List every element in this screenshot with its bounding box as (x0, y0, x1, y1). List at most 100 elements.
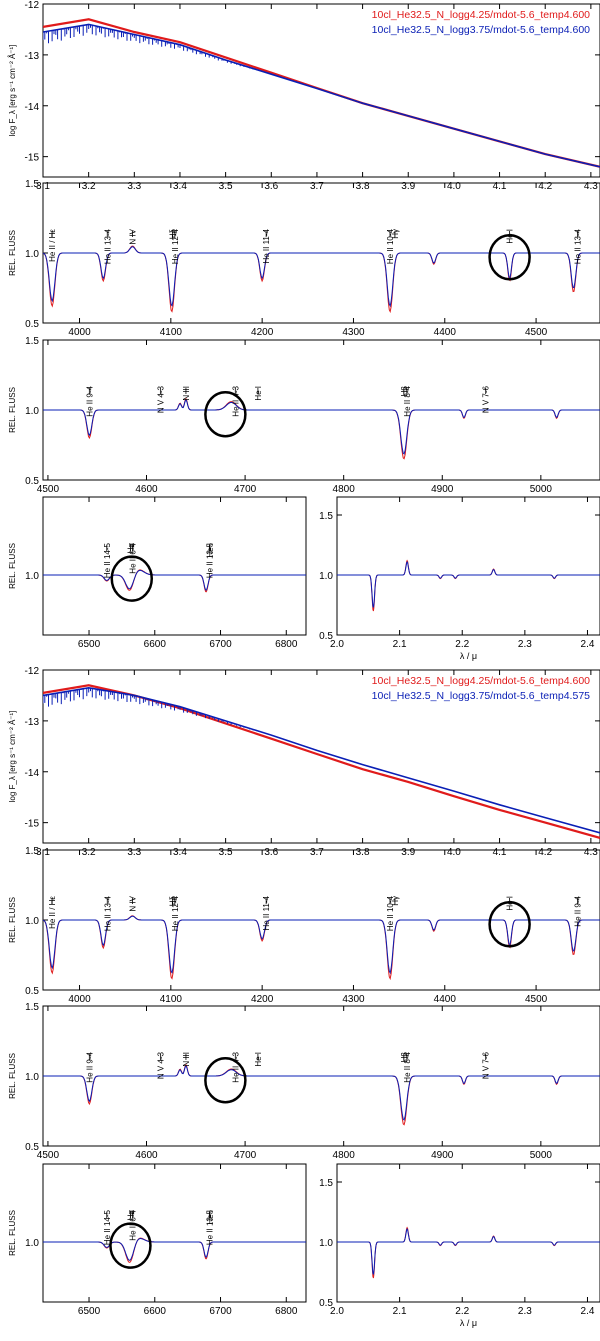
line-id-label: He I (206, 543, 215, 558)
x-tick-label: 4400 (434, 327, 457, 338)
plot-frame (336, 1163, 600, 1303)
x-tick-label: 6600 (144, 1306, 167, 1317)
y-tick-label: 0.5 (25, 1142, 39, 1153)
line-id-label: He II 8-4 (403, 385, 412, 416)
x-tick-label: 4.0 (447, 847, 461, 858)
series-line-red (43, 684, 600, 839)
x-tick-label: 4.2 (538, 181, 552, 192)
x-tick-label: 4200 (251, 994, 274, 1005)
highlight-circle (488, 233, 531, 281)
y-tick-label: 1.0 (25, 571, 39, 582)
x-tick-label: 2.0 (330, 1306, 344, 1317)
line-id-label: He I (254, 386, 263, 401)
spectrum-blue (337, 560, 600, 608)
legend-entry-blue: 10cl_He32.5_N_logg3.75/mdot-5.6_temp4.57… (372, 690, 590, 702)
x-tick-label: 4800 (333, 484, 356, 495)
line-forest (43, 24, 270, 74)
x-tick-label: 5000 (530, 1150, 553, 1161)
y-tick-label: 1.0 (25, 1072, 39, 1083)
x-tick-label: 4100 (160, 994, 183, 1005)
y-axis-label: REL. FLUSS (8, 897, 17, 943)
line-id-label: N III (182, 386, 191, 401)
y-tick-label: 1.0 (25, 1238, 39, 1249)
line-id-label: He II / Hε (48, 896, 57, 929)
line-id-label: He II 12-4 (171, 895, 180, 931)
y-tick-label: 1.0 (25, 249, 39, 260)
x-axis-label: λ / μ (460, 651, 477, 661)
x-tick-label: 4000 (68, 327, 91, 338)
y-tick-label: 1.0 (319, 571, 333, 582)
highlight-circle (109, 1222, 152, 1269)
line-id-label: He II 11-4 (262, 228, 271, 263)
line-id-label: Hα (126, 1210, 135, 1221)
y-axis-label: REL. FLUSS (8, 387, 17, 433)
plot-area (43, 1063, 600, 1126)
x-tick-label: 4200 (251, 327, 274, 338)
x-tick-label: 4.1 (493, 181, 507, 192)
line-id-label: He II 13-4 (574, 228, 583, 264)
line-id-label: N V 7-6 (482, 385, 491, 413)
y-tick-label: 1.5 (25, 179, 39, 190)
spectrum-blue (43, 246, 600, 308)
x-tick-label: 4900 (431, 1150, 454, 1161)
highlight-circle (488, 900, 531, 948)
chart-opt2-bottom: 4500 4600 4700 4800 4900 5000 0.5 1.0 1.5 REL. FL… (8, 1002, 600, 1161)
plot-area (43, 915, 600, 981)
y-tick-label: -13 (25, 51, 40, 62)
line-id-label: He II 6-4 (128, 1209, 137, 1240)
spectrum-blue (43, 915, 600, 975)
line-id-label: He I (206, 1210, 215, 1225)
series-line-blue (43, 23, 600, 168)
line-id-label: He II 9-4 (574, 895, 583, 926)
x-tick-label: 2.3 (518, 1306, 532, 1317)
x-tick-label: 2.0 (330, 639, 344, 650)
x-tick-label: 3.5 (219, 847, 233, 858)
spectrum-blue (43, 1238, 306, 1261)
y-tick-label: -14 (25, 768, 40, 779)
spectrum-red (337, 1226, 600, 1279)
spectrum-blue (43, 569, 306, 591)
plot-area (337, 559, 600, 612)
x-tick-label: 6800 (275, 1306, 298, 1317)
plot-area (43, 397, 600, 460)
y-tick-label: -15 (25, 153, 40, 164)
line-id-label: He II 11-4 (262, 895, 271, 930)
x-tick-label: 2.2 (455, 1306, 469, 1317)
y-tick-label: -13 (25, 717, 40, 728)
x-tick-label: 3.8 (356, 181, 370, 192)
plot-area (337, 1226, 600, 1279)
y-axis-label: log F_λ [erg s⁻¹ cm⁻² Å⁻¹] (8, 711, 17, 803)
line-id-label: N V 4-3 (156, 1051, 165, 1079)
y-axis-label: REL. FLUSS (8, 230, 17, 276)
y-tick-label: 1.0 (319, 1238, 333, 1249)
x-tick-label: 2.4 (581, 639, 595, 650)
highlight-circle (110, 555, 154, 602)
chart-opt1-top: 4000 4100 4200 4300 4400 4500 0.5 1.0 1.5 REL. FL… (8, 179, 600, 338)
spectrum-red (43, 915, 600, 981)
x-tick-label: 3.9 (401, 847, 415, 858)
y-tick-label: 1.5 (25, 1002, 39, 1013)
x-tick-label: 4100 (160, 327, 183, 338)
x-tick-label: 4.1 (493, 847, 507, 858)
x-tick-label: 3.3 (127, 181, 141, 192)
y-tick-label: -14 (25, 102, 40, 113)
plot-area (43, 569, 306, 593)
y-tick-label: -12 (25, 666, 40, 677)
x-tick-label: 4600 (135, 484, 158, 495)
line-id-label: Hβ (400, 386, 409, 397)
y-axis-label: log F_λ [erg s⁻¹ cm⁻² Å⁻¹] (8, 45, 17, 137)
x-tick-label: 2.3 (518, 639, 532, 650)
line-id-label: N V 7-6 (482, 1051, 491, 1079)
line-id-label: N V 4-3 (156, 385, 165, 413)
line-id-label: Hα (126, 543, 135, 554)
plot-area (43, 18, 600, 168)
highlight-circle (204, 1056, 247, 1104)
line-id-label: He II 14-5 (103, 1209, 112, 1245)
plot-frame (42, 496, 307, 636)
x-tick-label: 3.7 (310, 181, 324, 192)
plot-area (43, 684, 600, 839)
x-tick-label: 6500 (78, 639, 101, 650)
x-tick-label: 3.9 (401, 181, 415, 192)
x-tick-label: 3.5 (219, 181, 233, 192)
x-tick-label: 4.0 (447, 181, 461, 192)
